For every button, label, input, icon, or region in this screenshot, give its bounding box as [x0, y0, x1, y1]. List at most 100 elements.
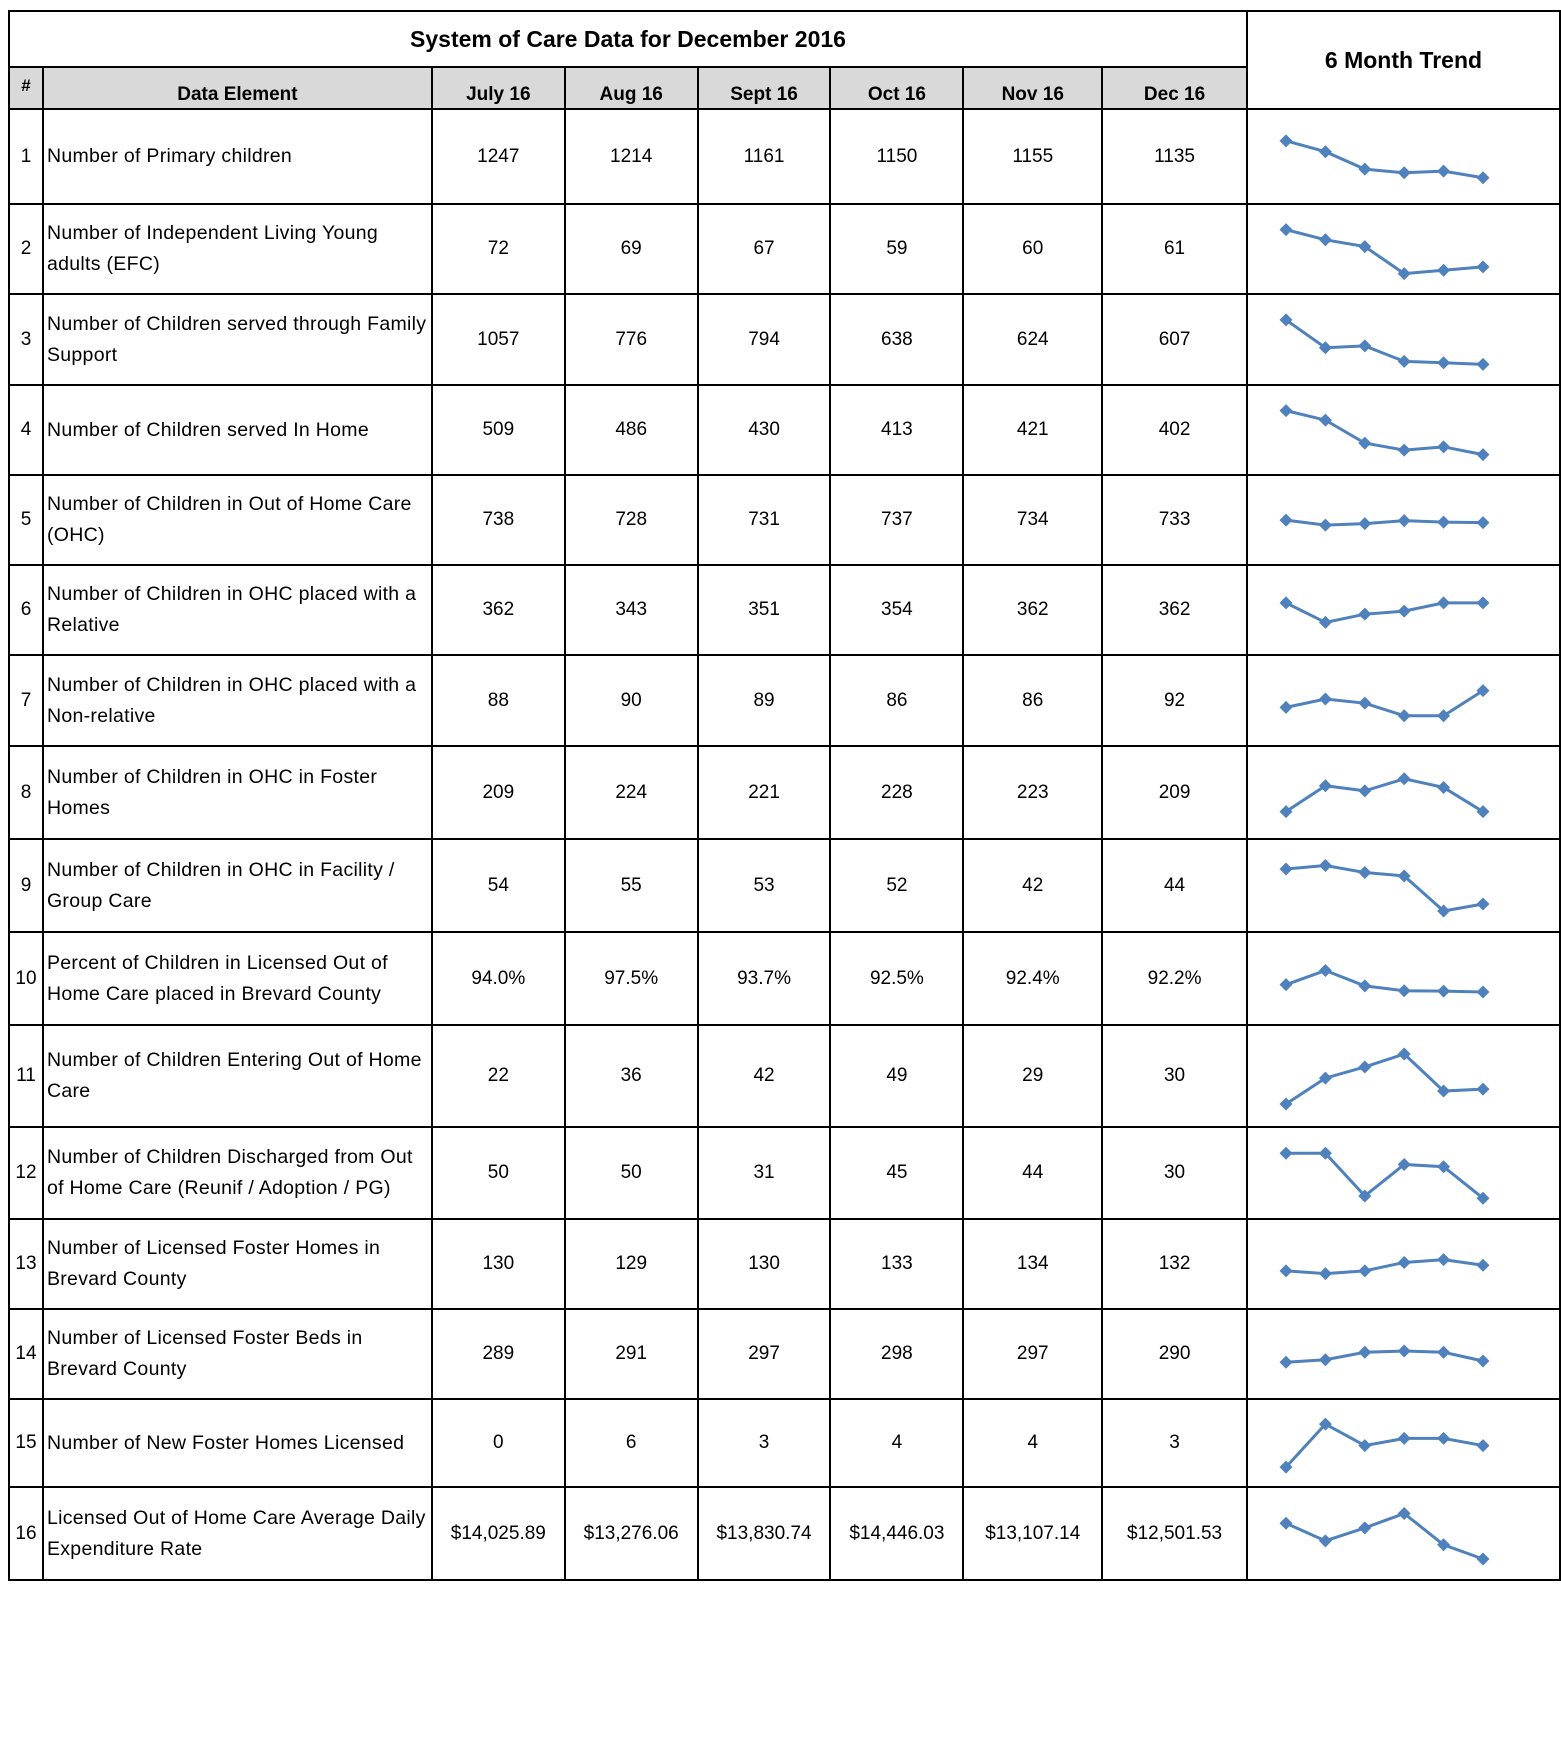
trend-point-marker — [1397, 166, 1411, 180]
trend-point-marker — [1437, 1538, 1451, 1552]
month-value-cell: 1247 — [430, 108, 566, 205]
row-number: 9 — [8, 838, 44, 933]
month-value-cell: 44 — [1101, 838, 1248, 933]
month-value-cell: 728 — [563, 474, 699, 566]
month-value-cell: 413 — [829, 384, 965, 476]
trend-point-marker — [1279, 1460, 1293, 1474]
month-value-cell: 421 — [962, 384, 1104, 476]
trend-point-marker — [1358, 1060, 1372, 1074]
month-value-cell: 733 — [1101, 474, 1248, 566]
trend-point-marker — [1279, 700, 1293, 714]
trend-point-marker — [1397, 869, 1411, 883]
trend-point-marker — [1358, 517, 1372, 531]
month-value-cell: 42 — [962, 838, 1104, 933]
table-row: 4 Number of Children served In Home 509 486… — [8, 384, 1561, 476]
data-element-label: Number of Children served through Family… — [41, 293, 433, 386]
trend-sparkline — [1279, 1506, 1490, 1566]
trend-point-marker — [1397, 514, 1411, 528]
trend-line — [1284, 1422, 1484, 1469]
trend-point-marker — [1476, 985, 1490, 999]
trend-point-marker — [1437, 780, 1451, 794]
trend-line — [1285, 409, 1484, 457]
month-value-cell: 430 — [696, 384, 832, 476]
header-month-dec: Dec 16 — [1101, 66, 1248, 110]
trend-point-marker — [1476, 596, 1490, 610]
month-value-cell: 291 — [563, 1308, 699, 1400]
month-value-cell: $13,276.06 — [563, 1486, 699, 1581]
trend-point-marker — [1318, 145, 1332, 159]
row-number: 5 — [8, 474, 44, 566]
trend-line — [1285, 1052, 1484, 1106]
row-number: 13 — [8, 1218, 44, 1310]
trend-point-marker — [1318, 233, 1332, 247]
month-value-cell: 297 — [962, 1308, 1104, 1400]
data-element-label: Number of Independent Living Young adult… — [41, 203, 433, 295]
row-number: 15 — [8, 1398, 44, 1488]
month-value-cell: $14,025.89 — [430, 1486, 566, 1581]
header-month-oct: Oct 16 — [829, 66, 965, 110]
trend-point-marker — [1318, 692, 1332, 706]
data-element-label: Number of Children in OHC placed with a … — [41, 654, 433, 747]
trend-point-marker — [1358, 979, 1372, 993]
month-value-cell: 638 — [829, 293, 965, 386]
month-value-cell: 53 — [696, 838, 832, 933]
table-row: 16 Licensed Out of Home Care Average Dail… — [8, 1486, 1561, 1581]
month-value-cell: 29 — [962, 1024, 1104, 1128]
trend-point-marker — [1437, 984, 1451, 998]
trend-point-marker — [1318, 1071, 1332, 1085]
month-value-cell: 42 — [696, 1024, 832, 1128]
table-row: 11 Number of Children Entering Out of Hom… — [8, 1024, 1561, 1128]
trend-line — [1285, 601, 1483, 625]
trend-point-marker — [1318, 518, 1332, 532]
trend-point-marker — [1397, 1506, 1411, 1520]
row-number: 7 — [8, 654, 44, 747]
trend-line — [1285, 318, 1484, 366]
data-element-label: Licensed Out of Home Care Average Daily … — [41, 1486, 433, 1581]
data-element-label: Number of Children in OHC in Facility / … — [41, 838, 433, 933]
table-row: 6 Number of Children in OHC placed with a… — [8, 564, 1561, 656]
month-value-cell: 92.5% — [829, 931, 965, 1026]
month-value-cell: 362 — [962, 564, 1104, 656]
month-value-cell: 624 — [962, 293, 1104, 386]
trend-line — [1285, 689, 1484, 718]
trend-point-marker — [1397, 1047, 1411, 1061]
header-month-nov: Nov 16 — [962, 66, 1104, 110]
month-value-cell: 509 — [430, 384, 566, 476]
table-row: 3 Number of Children served through Famil… — [8, 293, 1561, 386]
header-month-sept: Sept 16 — [696, 66, 832, 110]
header-data-element: Data Element — [41, 66, 433, 110]
month-value-cell: 60 — [962, 203, 1104, 295]
trend-sparkline — [1279, 513, 1490, 532]
data-element-label: Number of Children in OHC placed with a … — [41, 564, 433, 656]
trend-point-marker — [1358, 607, 1372, 621]
trend-sparkline-cell — [1245, 293, 1561, 386]
data-element-label: Number of Children in Out of Home Care (… — [41, 474, 433, 566]
table-row: 1 Number of Primary children 1247 1214 1161 1… — [8, 108, 1561, 205]
trend-point-marker — [1318, 341, 1332, 355]
trend-point-marker — [1279, 223, 1293, 237]
month-value-cell: 3 — [1101, 1398, 1248, 1488]
month-value-cell: 36 — [563, 1024, 699, 1128]
month-value-cell: 209 — [1101, 745, 1248, 840]
month-value-cell: 228 — [829, 745, 965, 840]
trend-point-marker — [1437, 1253, 1451, 1267]
table-row: 2 Number of Independent Living Young adul… — [8, 203, 1561, 295]
month-value-cell: 50 — [430, 1126, 566, 1220]
trend-sparkline-cell — [1245, 1308, 1561, 1400]
month-value-cell: 1214 — [563, 108, 699, 205]
trend-sparkline-cell — [1245, 1024, 1561, 1128]
data-sheet: System of Care Data for December 2016 6 … — [8, 10, 1561, 1752]
trend-sparkline — [1279, 1253, 1490, 1281]
trend-point-marker — [1476, 1552, 1490, 1566]
trend-point-marker — [1397, 984, 1411, 998]
month-value-cell: 97.5% — [563, 931, 699, 1026]
trend-sparkline-cell — [1245, 564, 1561, 656]
table-row: 10 Percent of Children in Licensed Out of… — [8, 931, 1561, 1026]
row-number: 6 — [8, 564, 44, 656]
month-value-cell: 4 — [962, 1398, 1104, 1488]
trend-point-marker — [1318, 1146, 1332, 1160]
data-element-label: Number of Children Entering Out of Home … — [41, 1024, 433, 1128]
trend-point-marker — [1358, 1189, 1372, 1203]
trend-point-marker — [1279, 1097, 1293, 1111]
trend-point-marker — [1397, 709, 1411, 723]
